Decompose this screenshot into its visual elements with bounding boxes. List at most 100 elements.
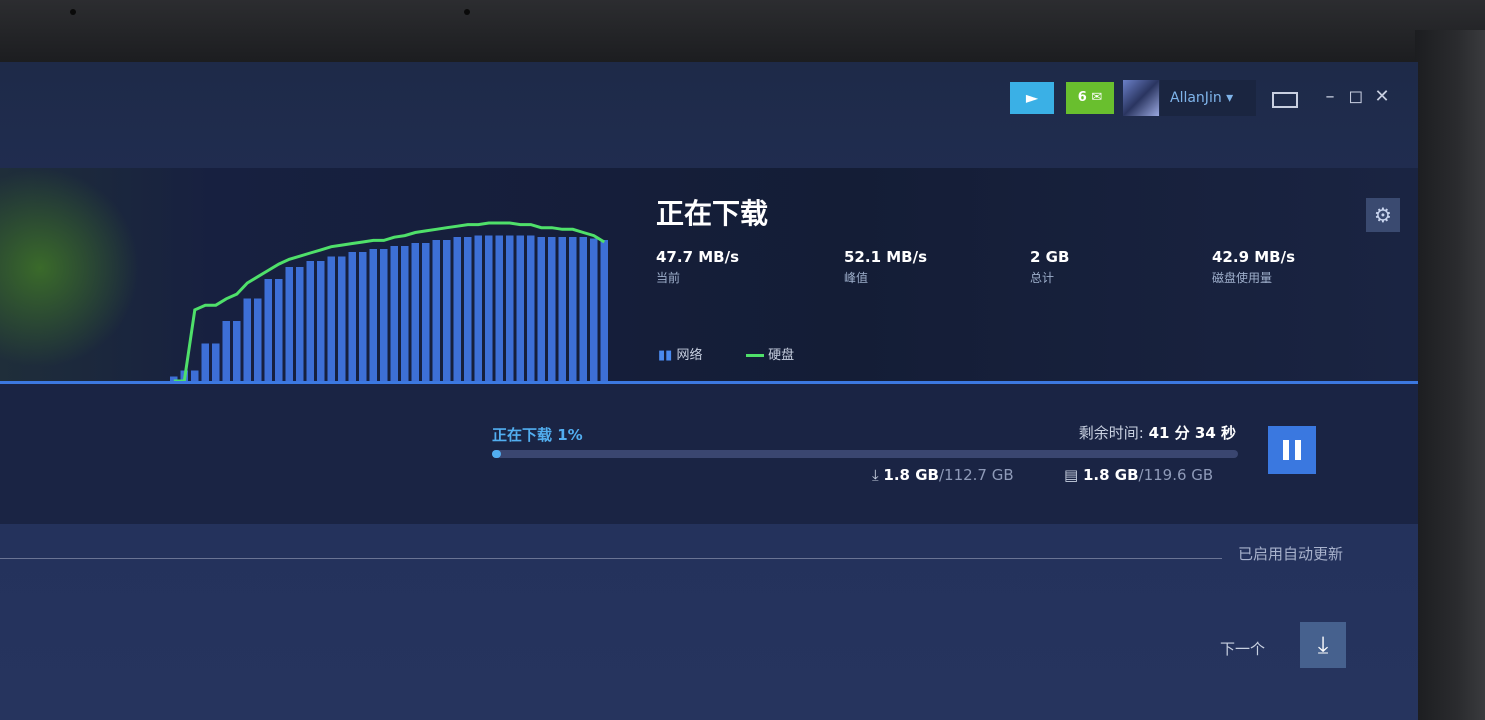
stat-current: 47.7 MB/s 当前	[656, 248, 739, 286]
network-speed-bar	[506, 235, 514, 381]
user-menu-button[interactable]: AllanJin ▾	[1160, 80, 1256, 116]
stat-total: 2 GB 总计	[1030, 248, 1069, 286]
minimize-icon[interactable]: –	[1325, 86, 1335, 107]
network-speed-bar	[569, 237, 577, 381]
network-speed-bar	[327, 256, 335, 381]
network-speed-bar	[411, 243, 419, 381]
page-title: 正在下载	[656, 197, 769, 230]
download-total: /112.7 GB	[938, 466, 1014, 484]
network-speed-bar	[201, 343, 209, 381]
network-speed-bar	[443, 240, 451, 381]
network-speed-bar	[243, 298, 251, 381]
download-icon[interactable]: ⤓	[1300, 622, 1346, 668]
network-speed-bar	[401, 246, 409, 381]
stat-value: 52.1 MB/s	[844, 248, 927, 266]
bezel-dot	[70, 9, 76, 15]
network-speed-bar	[317, 261, 325, 381]
progress-bar	[492, 450, 1238, 458]
avatar[interactable]	[1123, 80, 1159, 116]
chevron-down-icon: ▾	[1226, 90, 1234, 106]
stat-value: 42.9 MB/s	[1212, 248, 1295, 266]
network-speed-bar	[254, 298, 262, 381]
pause-button[interactable]	[1268, 426, 1316, 474]
download-graph-panel: 正在下载 ⚙ 47.7 MB/s 当前 52.1 MB/s 峰值 2 GB 总计…	[0, 168, 1418, 384]
network-speed-bar	[285, 267, 293, 381]
graph-baseline	[0, 381, 1418, 384]
line-icon	[746, 354, 764, 357]
stat-label: 峰值	[844, 271, 869, 285]
title-bar: ► 6 ✉ AllanJin ▾ – ◻ ✕	[0, 62, 1418, 162]
pause-icon-bar	[1283, 440, 1289, 460]
network-speed-bar	[348, 252, 356, 381]
download-speed-graph	[170, 221, 608, 383]
bar-chart-icon: ▮▮	[658, 348, 673, 363]
gear-icon[interactable]: ⚙	[1366, 198, 1400, 232]
download-progress-panel: 正在下载 1% 剩余时间: 41 分 34 秒 ⤓ 1.8 GB/112.7 G…	[0, 384, 1418, 524]
network-speed-bar	[527, 235, 535, 381]
network-speed-bar	[495, 235, 503, 381]
megaphone-icon: ►	[1025, 88, 1039, 107]
disk-size: ▤ 1.8 GB/119.6 GB	[1064, 466, 1213, 484]
broadcast-notification-button[interactable]: ►	[1010, 82, 1054, 114]
steam-download-screen: ► 6 ✉ AllanJin ▾ – ◻ ✕ 正在下载 ⚙ 47.7 MB/s …	[0, 62, 1418, 720]
hard-drive-icon: ▤	[1064, 466, 1079, 484]
legend-label: 网络	[676, 348, 703, 363]
envelope-icon: ✉	[1091, 90, 1103, 105]
network-speed-bar	[537, 237, 545, 381]
stat-peak: 52.1 MB/s 峰值	[844, 248, 927, 286]
stat-disk-usage: 42.9 MB/s 磁盘使用量	[1212, 248, 1295, 286]
section-divider	[0, 558, 1222, 559]
monitor-bezel-top	[0, 0, 1485, 70]
download-size: ⤓ 1.8 GB/112.7 GB	[872, 466, 1014, 484]
disk-total: /119.6 GB	[1138, 466, 1214, 484]
network-speed-bar	[548, 237, 556, 381]
maximize-icon[interactable]: ◻	[1348, 86, 1364, 107]
stat-value: 2 GB	[1030, 248, 1070, 266]
stat-label: 磁盘使用量	[1212, 271, 1273, 285]
stat-value: 47.7 MB/s	[656, 248, 739, 266]
network-speed-bar	[453, 237, 461, 381]
network-speed-bar	[485, 235, 493, 381]
network-speed-bar	[306, 261, 314, 381]
network-speed-bar	[422, 243, 430, 381]
network-speed-bar	[516, 235, 524, 381]
network-speed-bar	[296, 267, 304, 381]
messages-button[interactable]: 6 ✉	[1066, 82, 1114, 114]
network-speed-bar	[432, 240, 440, 381]
remaining-label: 剩余时间:	[1078, 424, 1144, 442]
network-speed-bar	[264, 279, 272, 381]
download-icon: ⤓	[872, 466, 879, 484]
disk-usage-line	[173, 221, 606, 383]
network-speed-bar	[233, 321, 241, 381]
network-speed-bar	[338, 256, 346, 381]
network-speed-bar	[590, 238, 598, 381]
network-speed-bar	[212, 343, 220, 381]
username: AllanJin	[1170, 90, 1222, 106]
remaining-value: 41 分 34 秒	[1148, 424, 1236, 442]
disk-written-amount: 1.8 GB	[1082, 466, 1139, 484]
network-speed-bar	[359, 252, 367, 381]
time-remaining: 剩余时间: 41 分 34 秒	[1079, 422, 1236, 443]
big-picture-mode-icon[interactable]	[1272, 92, 1298, 108]
pause-icon-bar	[1295, 440, 1301, 460]
monitor-bezel-right	[1415, 30, 1485, 720]
network-speed-bar	[600, 240, 608, 381]
close-icon[interactable]: ✕	[1374, 86, 1390, 107]
bezel-dot	[464, 9, 470, 15]
legend-network: ▮▮ 网络	[658, 344, 702, 363]
network-speed-bar	[222, 321, 230, 381]
legend-label: 硬盘	[768, 348, 795, 363]
network-speed-bar	[170, 376, 178, 381]
network-speed-bar	[369, 249, 377, 381]
downloaded-amount: 1.8 GB	[883, 466, 939, 484]
progress-label: 正在下载 1%	[492, 426, 583, 444]
network-speed-bar	[380, 249, 388, 381]
network-speed-bar	[464, 237, 472, 381]
network-speed-bar	[474, 235, 482, 381]
network-speed-bar	[191, 370, 199, 381]
progress-fill	[492, 450, 501, 458]
message-count: 6	[1077, 90, 1087, 105]
network-speed-bar	[275, 279, 283, 381]
stat-label: 当前	[656, 271, 681, 285]
network-speed-bar	[390, 246, 398, 381]
